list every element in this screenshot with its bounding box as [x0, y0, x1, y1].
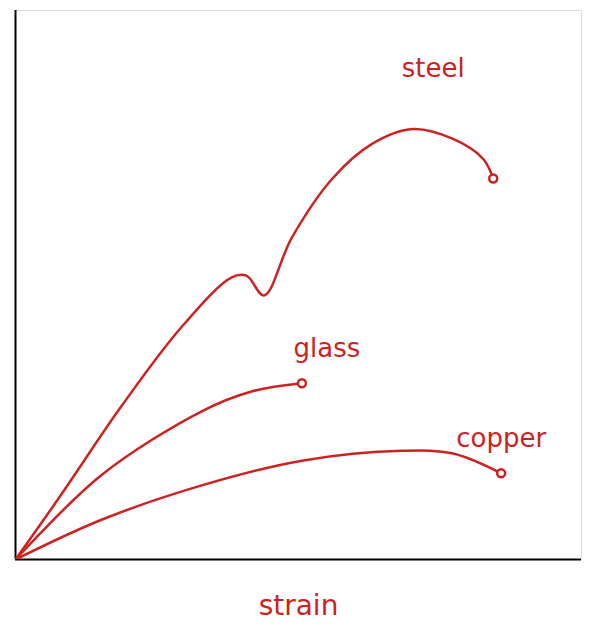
svg-text:strain: strain — [259, 589, 339, 622]
svg-text:copper: copper — [456, 423, 546, 453]
svg-text:steel: steel — [402, 53, 465, 83]
svg-text:glass: glass — [294, 333, 361, 363]
